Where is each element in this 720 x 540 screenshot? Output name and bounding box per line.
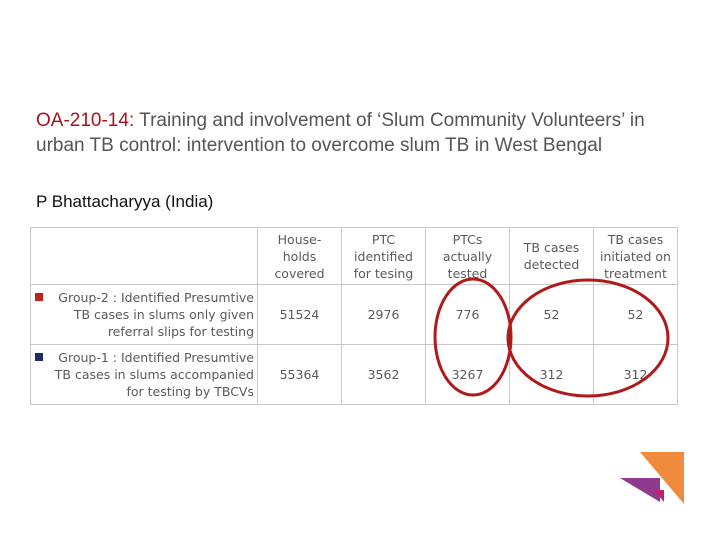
header-tb-treatment: TB cases initiated on treatment bbox=[593, 227, 678, 285]
header-tb-detected: TB cases detected bbox=[509, 227, 594, 285]
header-tb-treatment-text: TB cases initiated on treatment bbox=[600, 231, 671, 281]
table-cell: 52 bbox=[509, 284, 594, 345]
table-cell: 2976 bbox=[341, 284, 426, 345]
table-cell: 3562 bbox=[341, 344, 426, 405]
logo-mark-icon bbox=[620, 452, 684, 504]
row-label-text: Group-1 : Identified Presumtive TB cases… bbox=[54, 350, 254, 399]
group-2-marker-icon bbox=[35, 293, 43, 301]
table-cell: 3267 bbox=[425, 344, 510, 405]
header-empty-cell bbox=[30, 227, 258, 285]
header-tb-detected-text: TB cases detected bbox=[523, 240, 580, 272]
logo-purple-shape bbox=[620, 478, 660, 502]
logo-orange-shape bbox=[640, 452, 684, 504]
header-ptc-tested-text: PTCs actually tested bbox=[442, 231, 493, 281]
title-code: OA-210-14: bbox=[36, 110, 135, 131]
slide-title: OA-210-14: Training and involvement of ‘… bbox=[36, 108, 686, 158]
header-ptc-identified-text: PTC identified for tesing bbox=[353, 231, 414, 281]
header-households: House- holds covered bbox=[257, 227, 342, 285]
group-1-marker-icon bbox=[35, 353, 43, 361]
table-cell: 312 bbox=[509, 344, 594, 405]
row-label-group-1: Group-1 : Identified Presumtive TB cases… bbox=[30, 344, 258, 405]
table-header-row: House- holds covered PTC identified for … bbox=[30, 227, 678, 285]
header-households-text: House- holds covered bbox=[274, 231, 325, 281]
table-row: Group-2 : Identified Presumtive TB cases… bbox=[30, 284, 678, 345]
results-table: House- holds covered PTC identified for … bbox=[30, 227, 678, 405]
table-row: Group-1 : Identified Presumtive TB cases… bbox=[30, 344, 678, 405]
author-line: P Bhattacharyya (India) bbox=[36, 192, 214, 211]
table-cell: 51524 bbox=[257, 284, 342, 345]
table-cell: 776 bbox=[425, 284, 510, 345]
table-cell: 55364 bbox=[257, 344, 342, 405]
header-ptc-tested: PTCs actually tested bbox=[425, 227, 510, 285]
row-label-group-2: Group-2 : Identified Presumtive TB cases… bbox=[30, 284, 258, 345]
table-cell: 312 bbox=[593, 344, 678, 405]
title-text: Training and involvement of ‘Slum Commun… bbox=[36, 110, 645, 156]
logo-magenta-shape bbox=[654, 490, 664, 502]
row-label-text: Group-2 : Identified Presumtive TB cases… bbox=[58, 290, 254, 339]
header-ptc-identified: PTC identified for tesing bbox=[341, 227, 426, 285]
table-cell: 52 bbox=[593, 284, 678, 345]
